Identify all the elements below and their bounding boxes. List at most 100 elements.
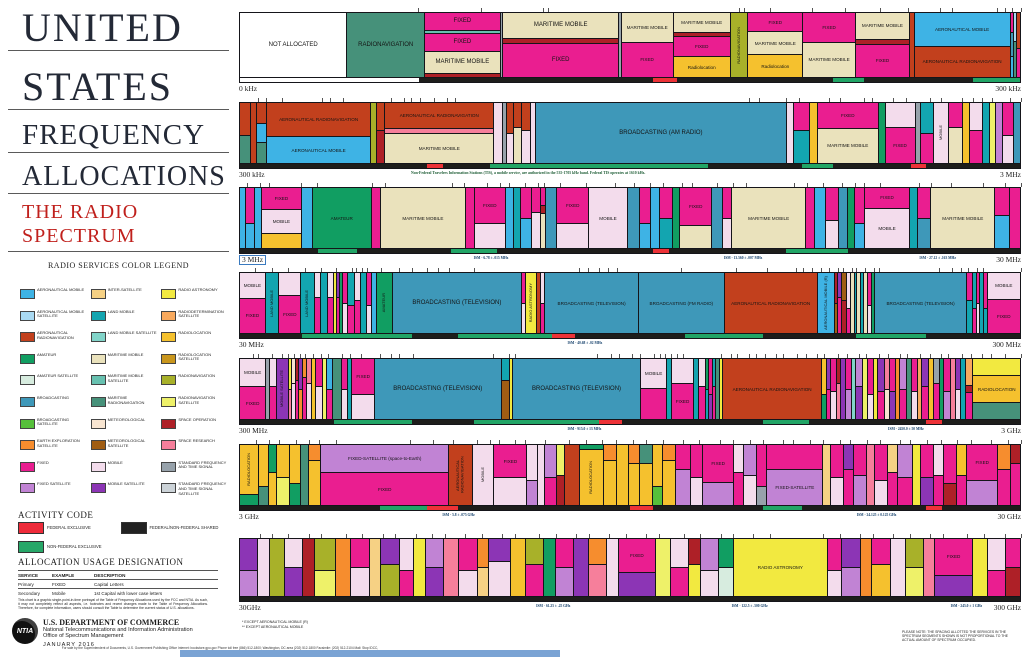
tick-mark bbox=[598, 268, 600, 272]
allocation-block-mo bbox=[475, 222, 505, 248]
tick-mark bbox=[732, 534, 734, 538]
allocation-block-mm: MARITIME MOBILE bbox=[931, 188, 995, 248]
allocation-block-lm bbox=[984, 308, 987, 333]
tick-mark bbox=[748, 98, 750, 102]
allocation-block-arn bbox=[376, 103, 385, 130]
tick-mark bbox=[544, 183, 546, 187]
allocation-block-fx bbox=[921, 385, 928, 419]
allocation-column bbox=[335, 273, 339, 333]
legend-swatch bbox=[161, 310, 177, 321]
allocation-column bbox=[867, 273, 872, 333]
allocation-block-mo bbox=[700, 569, 719, 596]
allocation-block-fx bbox=[399, 569, 414, 596]
activity-label: FEDERAL/NON-FEDERAL SHARED bbox=[149, 524, 219, 530]
allocation-column bbox=[513, 188, 521, 248]
legend-swatch bbox=[90, 310, 106, 321]
spectrum-band-3ghz-30ghz: RADIOLOCATION FIXED-SATELLITE (space-to-E… bbox=[239, 440, 1022, 522]
allocation-column: AERONAUTICAL RADIONAVIGATION MARITIME MOB… bbox=[384, 103, 494, 163]
allocation-column bbox=[914, 103, 920, 163]
tick-mark bbox=[850, 440, 852, 444]
title-frequency: FREQUENCY bbox=[8, 110, 229, 153]
allocation-column bbox=[711, 359, 716, 419]
band-footer: 3 GHz 30 GHz ISM - 5.8 ± .075 GHz ISM - 24.… bbox=[239, 511, 1021, 522]
allocation-block-mo bbox=[530, 103, 536, 163]
allocation-block-fx bbox=[943, 359, 950, 392]
activity-strip-segment bbox=[240, 78, 420, 82]
tick-mark bbox=[476, 440, 478, 444]
legend-label: AMATEUR SATELLITE bbox=[37, 373, 79, 379]
allocation-column bbox=[326, 359, 332, 419]
tick-mark bbox=[796, 354, 798, 358]
allocation-block-amb bbox=[640, 223, 651, 248]
allocation-column bbox=[697, 359, 705, 419]
usage-cell: EXAMPLE bbox=[52, 572, 75, 578]
legend-item: RADIOLOCATION SATELLITE bbox=[161, 352, 232, 375]
activity-strip-segment bbox=[801, 164, 833, 168]
allocation-block-mo bbox=[825, 220, 838, 248]
legend-swatch bbox=[20, 461, 35, 472]
tick-mark bbox=[920, 354, 922, 358]
allocation-label: FIXED bbox=[893, 143, 907, 149]
allocation-block-mo bbox=[827, 569, 842, 596]
allocation-block-amb bbox=[651, 188, 660, 248]
allocation-block-fx bbox=[838, 296, 842, 333]
allocation-block-so bbox=[689, 539, 700, 565]
allocation-column bbox=[670, 539, 689, 596]
allocation-column bbox=[618, 13, 621, 77]
tick-mark bbox=[755, 354, 757, 358]
tick-mark bbox=[299, 354, 301, 358]
allocation-block-fx bbox=[640, 388, 667, 419]
tick-mark bbox=[1021, 354, 1022, 358]
allocation-block-fx bbox=[532, 188, 541, 212]
tick-mark bbox=[649, 183, 651, 187]
allocation-block-rns bbox=[322, 359, 326, 419]
allocation-block-so bbox=[842, 299, 846, 333]
usage-header-row: SERVICE EXAMPLE DESCRIPTION bbox=[18, 570, 218, 579]
tick-mark bbox=[579, 268, 581, 272]
allocation-label: AERONAUTICAL RADIONAVIGATION bbox=[399, 113, 479, 119]
tick-mark bbox=[851, 268, 853, 272]
allocation-column bbox=[920, 359, 928, 419]
allocation-column bbox=[822, 445, 831, 505]
allocation-block-rn bbox=[525, 539, 544, 565]
allocation-block-lm bbox=[972, 273, 976, 309]
allocation-block-fx bbox=[355, 299, 360, 333]
allocation-column: FIXED MARITIME MOBILE bbox=[817, 103, 878, 163]
allocation-column bbox=[938, 359, 943, 419]
allocation-label: FIXED bbox=[245, 313, 260, 319]
allocation-block-rns bbox=[314, 569, 336, 596]
allocation-block-rl bbox=[261, 232, 301, 249]
allocation-column bbox=[650, 188, 660, 248]
allocation-block-mm bbox=[513, 126, 522, 163]
allocation-label: RADIOLOCATION bbox=[245, 452, 251, 486]
allocation-column bbox=[628, 445, 639, 505]
allocation-column bbox=[398, 539, 414, 596]
tick-mark bbox=[961, 354, 963, 358]
tick-mark bbox=[864, 268, 866, 272]
tick-mark bbox=[384, 183, 386, 187]
tick-mark bbox=[970, 440, 972, 444]
allocation-column bbox=[556, 445, 565, 505]
legend-swatch bbox=[90, 375, 106, 386]
allocation-block-mms bbox=[424, 29, 500, 34]
allocation-block-mrn bbox=[259, 486, 269, 505]
tick-mark bbox=[893, 534, 895, 538]
allocation-column bbox=[743, 445, 756, 505]
activity-strip-segment bbox=[653, 78, 677, 82]
usage-heading: ALLOCATION USAGE DESIGNATION bbox=[18, 557, 184, 567]
allocation-block-mrn: RADIONAVIGATION bbox=[347, 13, 424, 77]
tick-mark bbox=[258, 354, 260, 358]
allocation-block-mrn bbox=[639, 445, 652, 463]
allocation-column bbox=[524, 539, 544, 596]
allocation-column bbox=[320, 273, 327, 333]
legend-label: INTER-SATELLITE bbox=[107, 287, 142, 292]
legend-item: MARITIME MOBILE SATELLITE bbox=[90, 374, 162, 396]
allocation-block-fxs bbox=[675, 468, 690, 505]
allocation-column bbox=[947, 103, 963, 163]
allocation-block-mo bbox=[846, 273, 850, 309]
tick-mark bbox=[662, 440, 664, 444]
allocation-block-mos bbox=[299, 359, 302, 389]
allocation-block-fx bbox=[875, 445, 887, 481]
tick-mark bbox=[433, 98, 435, 102]
tick-mark bbox=[930, 98, 932, 102]
